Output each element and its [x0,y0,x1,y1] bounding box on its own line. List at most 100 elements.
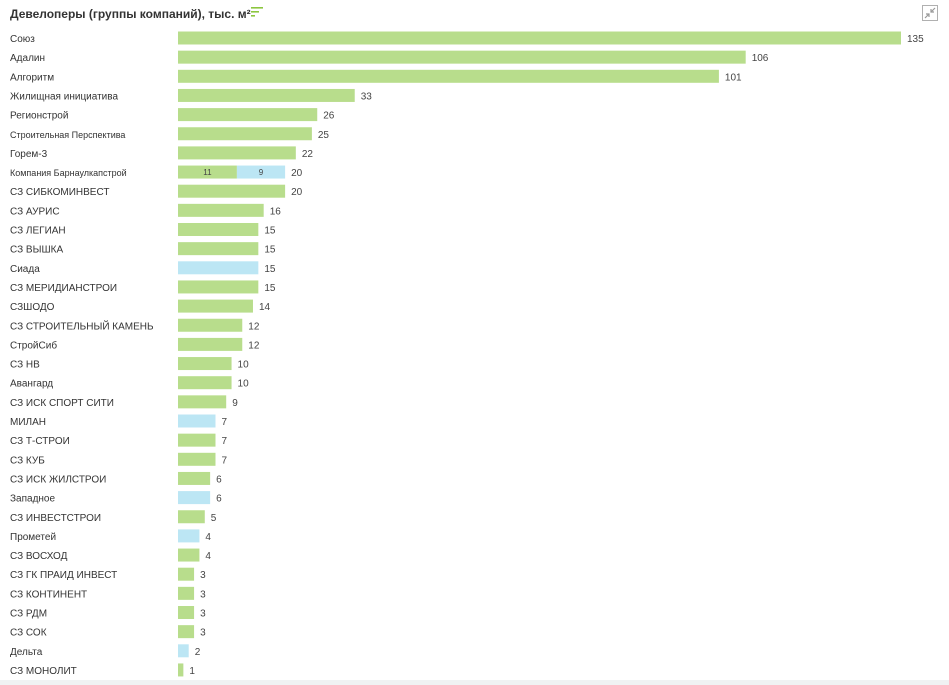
bar-segment[interactable] [178,606,195,619]
bar-segment[interactable] [178,337,243,351]
bar-segment[interactable] [178,471,211,485]
category-label: СЗ КОНТИНЕНТ [10,589,87,600]
bar-value-label: 12 [248,321,260,332]
bar-row: МИЛАН 7 [10,414,227,428]
bar-value-label: 15 [264,283,276,294]
category-label: Авангард [10,379,53,390]
bar-value-label: 4 [205,551,211,562]
bar-value-label: 20 [291,168,303,179]
segment-value-label: 9 [259,168,264,177]
bar-segment[interactable] [178,108,318,122]
bar-segment[interactable] [178,510,205,524]
bar-segment[interactable] [178,395,227,409]
bar-segment[interactable] [178,644,189,658]
bar-value-label: 33 [361,91,373,102]
bar-segment[interactable] [178,50,746,64]
bar-row: СЗШОДО 14 [10,299,271,313]
bar-segment[interactable] [178,146,296,160]
bar-row: СЗ Т-СТРОИ 7 [10,433,227,447]
category-label: Союз [10,34,35,45]
bar-segment[interactable] [178,452,216,466]
bar-value-label: 16 [270,206,282,217]
category-label: СЗ СИБКОМИНВЕСТ [10,187,109,198]
category-label: СЗ СТРОИТЕЛЬНЫЙ КАМЕНЬ [10,319,154,332]
bar-segment[interactable] [178,567,195,581]
bar-segment[interactable] [178,127,312,141]
bottom-scroll-strip [0,680,949,685]
bar-segment[interactable] [178,318,243,332]
bar-row: СЗ СИБКОМИНВЕСТ 20 [10,184,303,198]
bar-value-label: 135 [907,34,924,45]
bar-segment[interactable] [178,242,259,256]
collapse-arrows-icon[interactable] [922,5,938,21]
bar-segment[interactable] [178,299,253,313]
bar-value-label: 6 [216,494,222,505]
bar-row: СЗ ГК ПРАИД ИНВЕСТ 3 [10,567,206,581]
bar-row: Строительная Перспектива 25 [10,127,329,141]
bar-row: СЗ ВЫШКА 15 [10,242,276,256]
bar-segment[interactable] [178,548,200,562]
bar-segment[interactable] [178,663,184,677]
bar-row: СЗ АУРИС 16 [10,203,282,217]
bar-value-label: 12 [248,340,260,351]
bar-row: Союз 135 [10,31,924,45]
bar-segment[interactable] [178,280,259,294]
bar-row: СЗ СТРОИТЕЛЬНЫЙ КАМЕНЬ 12 [10,318,260,332]
bar-segment[interactable] [236,165,286,179]
bar-segment[interactable] [178,261,259,275]
category-label: СЗШОДО [10,302,55,313]
bar-row: Компания Барнаулкапстрой 11 9 20 [10,165,303,179]
bar-segment[interactable] [178,31,901,45]
category-label: СЗ ЛЕГИАН [10,226,66,237]
category-label: СЗ КУБ [10,455,45,466]
category-label: Сиада [10,264,40,275]
bar-row: СЗ ИСК ЖИЛСТРОИ 6 [10,471,222,485]
bar-segment[interactable] [178,586,195,600]
bar-value-label: 22 [302,149,314,160]
bar-value-label: 7 [221,417,227,428]
sort-lines-icon[interactable] [251,6,263,18]
category-label: СЗ Т-СТРОИ [10,436,70,447]
category-label: СЗ МЕРИДИАНСТРОИ [10,283,117,294]
bar-row: СЗ РДМ 3 [10,606,206,620]
category-label: Адалин [10,53,45,64]
bar-segment[interactable] [178,223,259,236]
bar-value-label: 3 [200,628,206,639]
bar-row: Прометей 4 [10,529,211,543]
bar-value-label: 15 [264,245,276,256]
bar-segment[interactable] [178,88,355,102]
bar-row: Западное 6 [10,491,222,505]
bar-value-label: 14 [259,302,271,313]
bar-value-label: 15 [264,264,276,275]
bar-segment[interactable] [178,625,195,639]
category-label: СЗ ВОСХОД [10,551,68,562]
bar-segment[interactable] [178,357,232,371]
chart-title: Девелоперы (группы компаний), тыс. м² [10,7,251,21]
bar-row: Регионстрой 26 [10,108,335,122]
bar-value-label: 9 [232,398,238,409]
bar-row: СЗ ЛЕГИАН 15 [10,223,276,237]
bar-value-label: 6 [216,474,222,485]
bar-row: СЗ ИСК СПОРТ СИТИ 9 [10,395,238,409]
bar-value-label: 1 [189,666,195,677]
bar-value-label: 10 [238,360,250,371]
category-label: СЗ РДМ [10,609,47,620]
bar-row: Сиада 15 [10,261,276,275]
bar-value-label: 7 [221,455,227,466]
bar-row: Адалин 106 [10,50,769,64]
bar-segment[interactable] [178,433,216,447]
bar-segment[interactable] [178,491,211,505]
bar-row: Жилищная инициатива 33 [10,88,373,102]
bar-row: СЗ НВ 10 [10,357,249,371]
bar-value-label: 7 [221,436,227,447]
bar-segment[interactable] [178,69,719,83]
bar-segment[interactable] [178,414,216,428]
bar-segment[interactable] [178,165,237,179]
category-label: Прометей [10,532,56,543]
bar-segment[interactable] [178,529,200,543]
category-label: СЗ ИСК ЖИЛСТРОИ [10,474,106,485]
bar-segment[interactable] [178,184,286,198]
category-label: Дельта [10,647,43,658]
bar-segment[interactable] [178,203,264,217]
bar-segment[interactable] [178,376,232,390]
